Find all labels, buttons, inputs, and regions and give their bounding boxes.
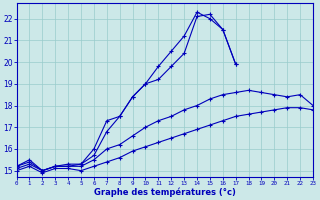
X-axis label: Graphe des températures (°c): Graphe des températures (°c) — [94, 187, 236, 197]
